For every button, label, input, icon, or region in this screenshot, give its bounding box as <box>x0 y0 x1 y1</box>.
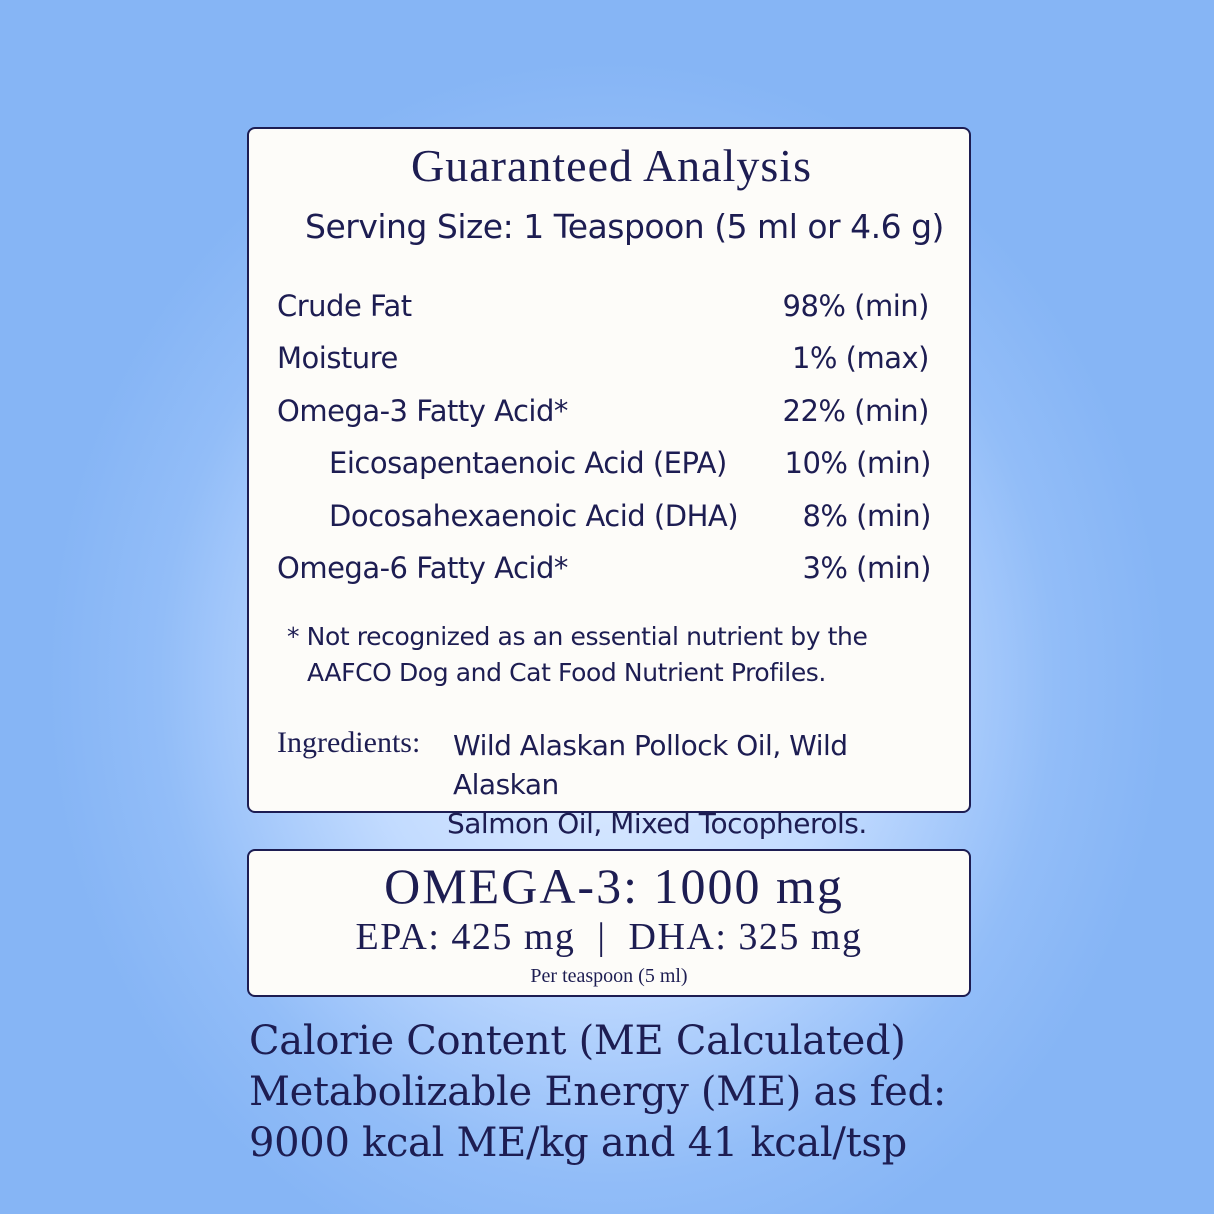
omega3-headline: OMEGA-3: 1000 mg <box>384 858 844 914</box>
epa-dha-breakdown: EPA: 425 mg | DHA: 325 mg <box>355 916 863 958</box>
footnote-line-1: * Not recognized as an essential nutrien… <box>287 622 868 651</box>
serving-size: Serving Size: 1 Teaspoon (5 ml or 4.6 g) <box>305 207 944 246</box>
panel-title: Guaranteed Analysis <box>411 140 812 191</box>
row-label-epa: Eicosapentaenoic Acid (EPA) <box>329 446 727 480</box>
row-label-dha: Docosahexaenoic Acid (DHA) <box>329 499 739 533</box>
guaranteed-analysis-panel: Guaranteed Analysis Serving Size: 1 Teas… <box>247 127 971 840</box>
row-value-dha: 8% (min) <box>802 499 931 533</box>
ingredients-line-2: Salmon Oil, Mixed Tocopherols. <box>447 807 867 840</box>
ingredients-text: Wild Alaskan Pollock Oil, Wild Alaskan S… <box>447 726 953 843</box>
row-value-omega3: 22% (min) <box>782 394 930 428</box>
row-label-omega6: Omega-6 Fatty Acid* <box>277 551 568 585</box>
omega3-panel: OMEGA-3: 1000 mg EPA: 425 mg | DHA: 325 … <box>247 849 971 997</box>
calorie-line-2: Metabolizable Energy (ME) as fed: <box>249 1069 947 1115</box>
row-label-crude-fat: Crude Fat <box>277 289 412 323</box>
footnote-line-2: AAFCO Dog and Cat Food Nutrient Profiles… <box>307 658 826 687</box>
row-value-epa: 10% (min) <box>784 446 932 480</box>
row-label-moisture: Moisture <box>277 341 398 375</box>
per-serving-note: Per teaspoon (5 ml) <box>530 965 688 987</box>
row-value-crude-fat: 98% (min) <box>782 289 930 323</box>
footnote: * Not recognized as an essential nutrien… <box>287 619 868 691</box>
calorie-line-3: 9000 kcal ME/kg and 41 kcal/tsp <box>249 1120 907 1166</box>
row-value-omega6: 3% (min) <box>802 551 931 585</box>
row-label-omega3: Omega-3 Fatty Acid* <box>277 394 568 428</box>
calorie-content: Calorie Content (ME Calculated) Metaboli… <box>249 1016 946 1169</box>
ingredients-label: Ingredients: <box>277 726 421 759</box>
row-value-moisture: 1% (max) <box>791 341 930 375</box>
ingredients-line-1: Wild Alaskan Pollock Oil, Wild Alaskan <box>453 729 848 801</box>
calorie-line-1: Calorie Content (ME Calculated) <box>249 1018 906 1064</box>
